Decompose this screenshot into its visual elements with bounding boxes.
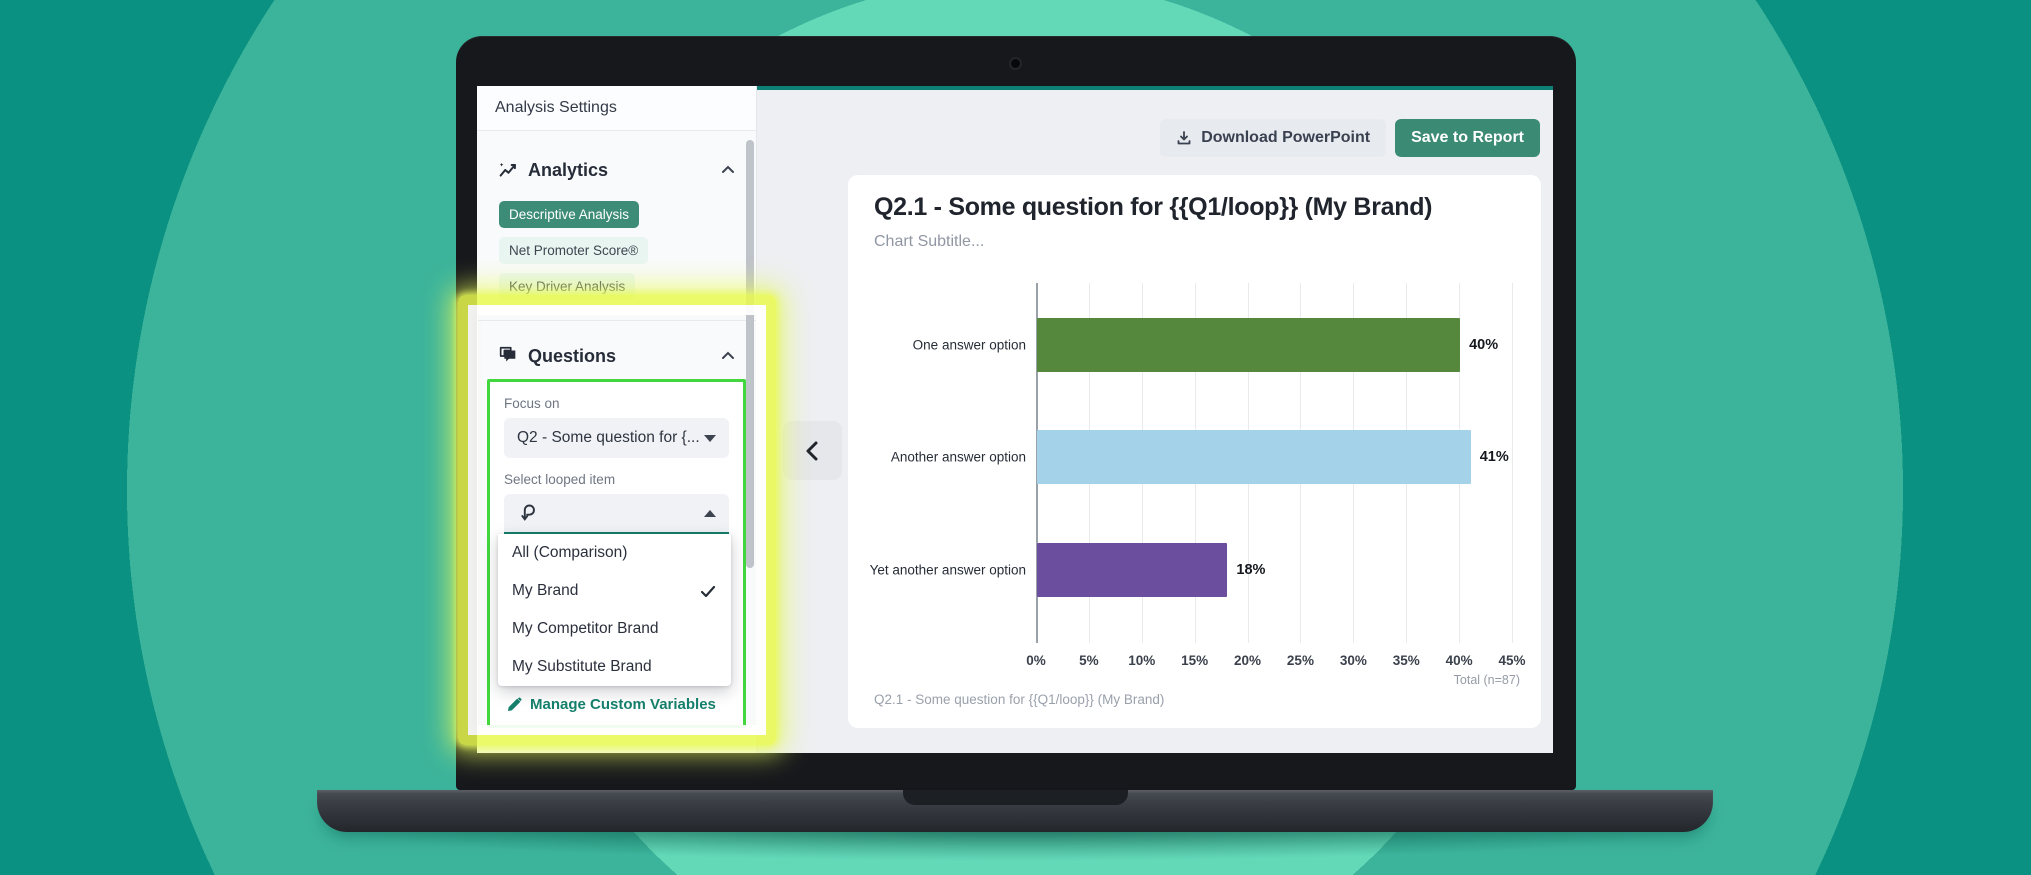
total-n-label: Total (n=87)	[1453, 673, 1520, 687]
focus-on-select[interactable]: Q2 - Some question for {...	[504, 418, 729, 458]
analytics-chip-0[interactable]: Descriptive Analysis	[499, 201, 640, 228]
webcam-icon	[1011, 59, 1020, 68]
x-tick-label: 35%	[1392, 653, 1420, 668]
manage-custom-variables-link[interactable]: Manage Custom Variables	[504, 696, 729, 713]
bar-category-label: One answer option	[912, 337, 1026, 353]
trend-sparkle-icon	[499, 162, 516, 177]
sidebar-collapse-button[interactable]	[783, 421, 842, 480]
x-tick-label: 10%	[1128, 653, 1156, 668]
chat-bubbles-icon	[499, 346, 516, 362]
looped-item-dropdown-menu: All (Comparison) My Brand My Competitor Br…	[498, 534, 731, 686]
chevron-left-icon	[806, 441, 817, 460]
x-tick-label: 25%	[1286, 653, 1314, 668]
laptop-lid-notch	[903, 790, 1128, 805]
bar-value-label: 41%	[1479, 449, 1509, 465]
bar-value-label: 18%	[1236, 562, 1266, 578]
chart-card: Q2.1 - Some question for {{Q1/loop}} (My…	[848, 175, 1541, 728]
looped-item-combobox[interactable]	[504, 494, 729, 534]
sidebar-scrollbar[interactable]	[746, 140, 754, 568]
divider	[477, 320, 756, 321]
section-label-analytics: Analytics	[528, 159, 609, 180]
main-area: Download PowerPoint Save to Report Q2.1 …	[757, 86, 1553, 753]
chevron-up-icon	[704, 509, 716, 517]
download-icon	[1177, 131, 1191, 145]
bar-chart: 0% 5% 10% 15% 20% 25% 30% 35% 40% 45% One answer o…	[848, 283, 1541, 687]
sidebar-title: Analysis Settings	[477, 86, 756, 131]
x-tick-label: 5%	[1079, 653, 1099, 668]
x-tick-label: 30%	[1339, 653, 1367, 668]
x-tick-label: 20%	[1234, 653, 1262, 668]
analytics-chip-2[interactable]: Key Driver Analysis	[499, 273, 636, 300]
looped-item-label: Select looped item	[504, 472, 616, 487]
bar-1	[1037, 430, 1471, 484]
chevron-up-icon	[722, 165, 734, 173]
chart-title: Q2.1 - Some question for {{Q1/loop}} (My…	[874, 193, 1433, 221]
menu-option-2[interactable]: My Competitor Brand	[512, 620, 659, 637]
section-header-analytics[interactable]: Analytics	[477, 155, 756, 185]
analytics-chip-1[interactable]: Net Promoter Score®	[499, 237, 649, 264]
download-powerpoint-button[interactable]: Download PowerPoint	[1160, 119, 1387, 157]
chevron-up-icon	[722, 351, 734, 359]
questions-controls-box: Focus on Q2 - Some question for {... Sel…	[487, 379, 746, 728]
menu-option-1[interactable]: My Brand	[498, 572, 731, 610]
focus-on-value: Q2 - Some question for {...	[517, 429, 700, 446]
toolbar: Download PowerPoint Save to Report	[1160, 119, 1540, 157]
x-tick-label: 45%	[1498, 653, 1526, 668]
check-icon	[700, 585, 716, 598]
menu-option-0[interactable]: All (Comparison)	[512, 544, 628, 561]
focus-on-label: Focus on	[504, 396, 560, 411]
save-to-report-button[interactable]: Save to Report	[1395, 119, 1540, 157]
x-tick-label: 0%	[1026, 653, 1046, 668]
section-header-questions[interactable]: Questions	[477, 341, 756, 371]
bar-2	[1037, 543, 1228, 597]
bar-value-label: 40%	[1469, 337, 1499, 353]
bar-category-label: Another answer option	[890, 449, 1026, 465]
pencil-icon	[508, 697, 522, 711]
analysis-settings-sidebar: Analysis Settings Analytics Descriptive …	[477, 86, 757, 753]
analytics-chip-list: Descriptive Analysis Net Promoter Score® K…	[499, 201, 756, 300]
bar-category-label: Yet another answer option	[869, 562, 1026, 578]
x-tick-label: 40%	[1445, 653, 1473, 668]
x-tick-label: 15%	[1181, 653, 1209, 668]
app-window: Analysis Settings Analytics Descriptive …	[477, 86, 1553, 753]
section-label-questions: Questions	[528, 345, 617, 366]
chart-subtitle: Chart Subtitle...	[874, 233, 985, 250]
gridline	[1512, 283, 1513, 643]
chart-footnote: Q2.1 - Some question for {{Q1/loop}} (My…	[874, 692, 1165, 707]
menu-option-3[interactable]: My Substitute Brand	[512, 658, 652, 675]
laptop-base	[317, 790, 1713, 832]
loop-arrow-icon	[517, 500, 704, 527]
bar-0	[1037, 318, 1461, 372]
chevron-down-icon	[704, 434, 716, 442]
